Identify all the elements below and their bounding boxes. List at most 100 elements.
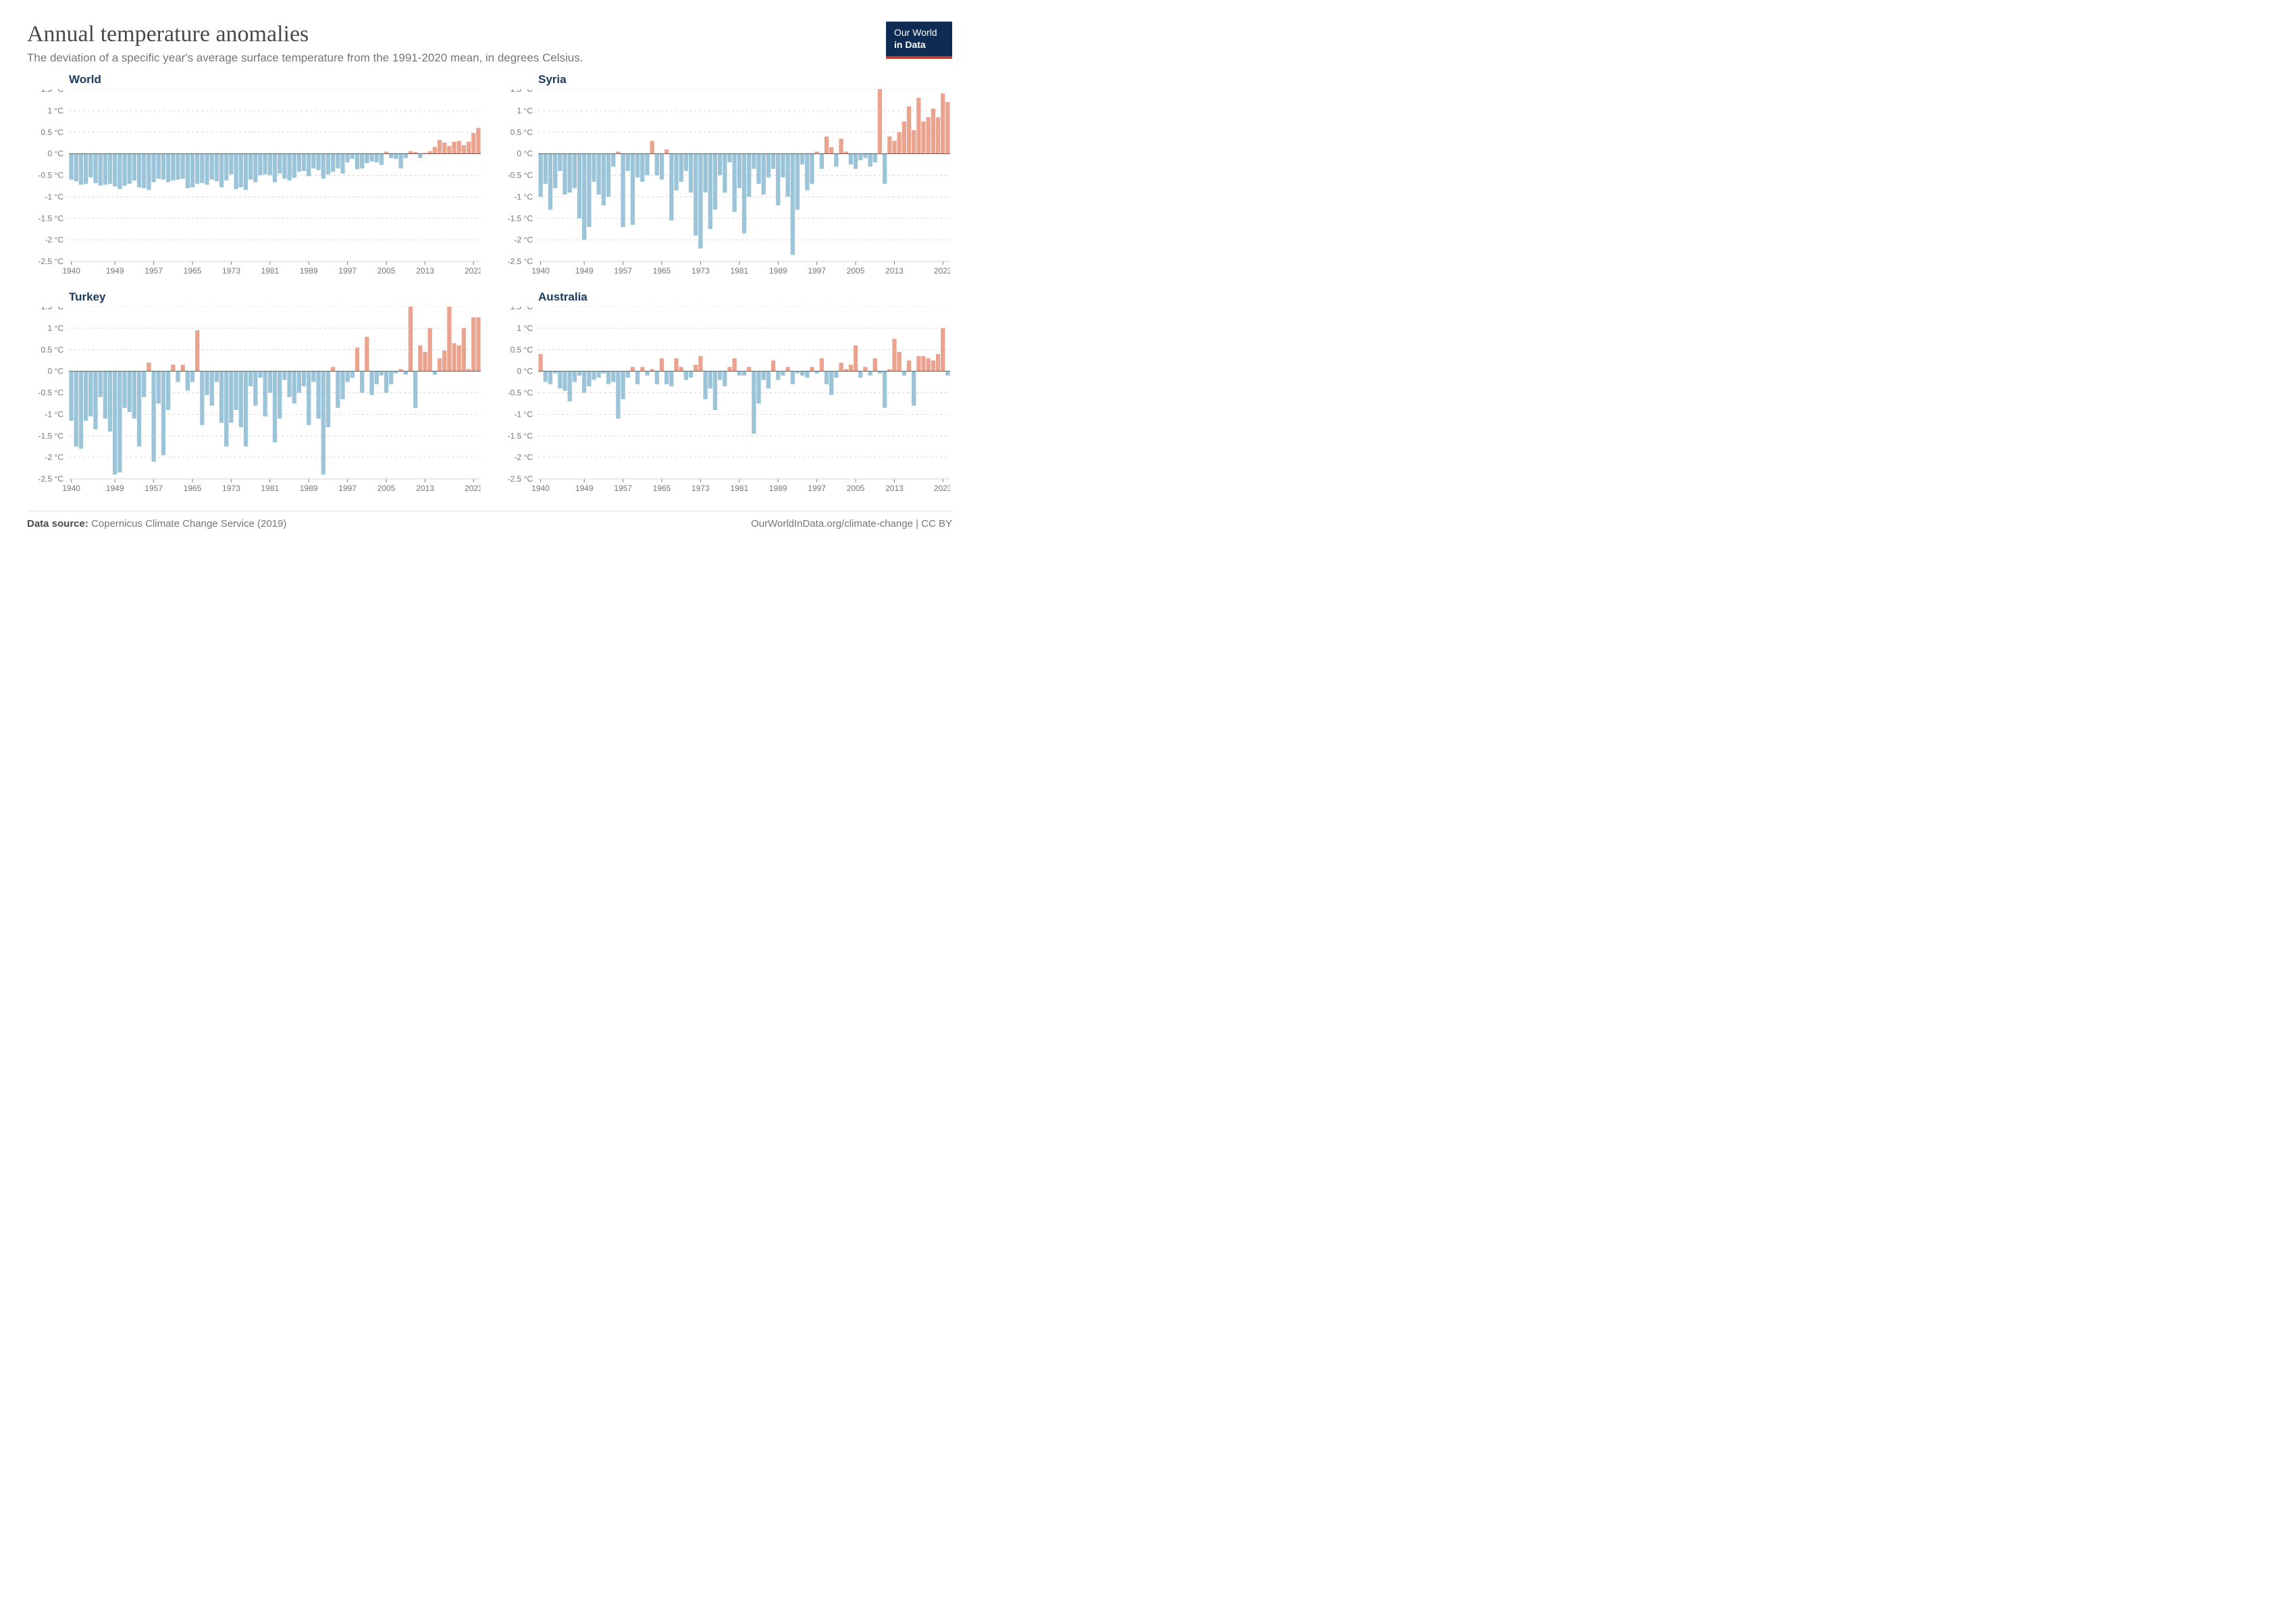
svg-text:1957: 1957	[614, 484, 632, 493]
svg-text:1965: 1965	[184, 266, 202, 276]
svg-text:1973: 1973	[692, 484, 710, 493]
svg-text:1981: 1981	[730, 484, 748, 493]
svg-text:0 °C: 0 °C	[517, 367, 533, 376]
svg-text:1957: 1957	[145, 266, 163, 276]
svg-text:2023: 2023	[934, 484, 950, 493]
svg-text:1 °C: 1 °C	[48, 106, 64, 115]
chart-panel: Syria 1.5 °C 1 °C 0.5 °C 0 °C -0.5 °C -1 °C -1.…	[496, 73, 952, 282]
svg-text:1989: 1989	[769, 484, 787, 493]
svg-text:-1 °C: -1 °C	[515, 192, 533, 201]
svg-text:1973: 1973	[222, 484, 240, 493]
panel-title: Australia	[538, 290, 952, 304]
panel-title: World	[69, 73, 483, 86]
svg-text:-0.5 °C: -0.5 °C	[508, 388, 533, 398]
svg-text:1957: 1957	[614, 266, 632, 276]
svg-text:0.5 °C: 0.5 °C	[41, 345, 64, 355]
svg-text:1949: 1949	[575, 484, 594, 493]
svg-text:2013: 2013	[416, 266, 434, 276]
svg-text:1 °C: 1 °C	[517, 324, 533, 333]
svg-text:1997: 1997	[808, 266, 826, 276]
svg-text:1981: 1981	[730, 266, 748, 276]
svg-text:1973: 1973	[692, 266, 710, 276]
svg-text:2005: 2005	[377, 484, 396, 493]
svg-text:1.5 °C: 1.5 °C	[511, 307, 533, 311]
svg-text:0.5 °C: 0.5 °C	[511, 345, 533, 355]
svg-text:1973: 1973	[222, 266, 240, 276]
svg-text:-1.5 °C: -1.5 °C	[38, 431, 64, 440]
svg-text:-2.5 °C: -2.5 °C	[508, 257, 533, 266]
chart-panel: World 1.5 °C 1 °C 0.5 °C 0 °C -0.5 °C -1 °C -1.…	[27, 73, 483, 282]
svg-text:1981: 1981	[261, 484, 279, 493]
svg-text:0 °C: 0 °C	[517, 149, 533, 159]
svg-text:1940: 1940	[62, 266, 80, 276]
svg-text:1940: 1940	[62, 484, 80, 493]
svg-text:1940: 1940	[531, 484, 550, 493]
svg-text:1.5 °C: 1.5 °C	[511, 89, 533, 94]
svg-text:-2 °C: -2 °C	[45, 235, 64, 245]
svg-text:-2.5 °C: -2.5 °C	[508, 474, 533, 484]
footer-source: Data source: Copernicus Climate Change S…	[27, 518, 286, 530]
svg-text:2023: 2023	[465, 484, 481, 493]
chart-panel: Turkey 1.5 °C 1 °C 0.5 °C 0 °C -0.5 °C -1 °C -1…	[27, 290, 483, 500]
svg-text:1940: 1940	[531, 266, 550, 276]
chart-subtitle: The deviation of a specific year's avera…	[27, 51, 952, 65]
svg-text:2005: 2005	[847, 484, 865, 493]
svg-text:2023: 2023	[465, 266, 481, 276]
svg-text:1965: 1965	[184, 484, 202, 493]
svg-text:-2 °C: -2 °C	[45, 453, 64, 462]
panel-title: Syria	[538, 73, 952, 86]
svg-text:-2 °C: -2 °C	[515, 453, 533, 462]
svg-text:2005: 2005	[377, 266, 396, 276]
svg-text:1989: 1989	[769, 266, 787, 276]
svg-text:-0.5 °C: -0.5 °C	[38, 388, 64, 398]
chart-svg: 1.5 °C 1 °C 0.5 °C 0 °C -0.5 °C -1 °C -1.5 °C -…	[496, 89, 950, 279]
svg-text:-1.5 °C: -1.5 °C	[508, 431, 533, 440]
svg-text:1997: 1997	[338, 266, 357, 276]
svg-text:1965: 1965	[653, 266, 671, 276]
svg-text:-0.5 °C: -0.5 °C	[508, 171, 533, 180]
svg-text:1 °C: 1 °C	[517, 106, 533, 115]
svg-text:-1 °C: -1 °C	[45, 409, 64, 419]
chart-panel: Australia 1.5 °C 1 °C 0.5 °C 0 °C -0.5 °C -1 °…	[496, 290, 952, 500]
svg-text:1981: 1981	[261, 266, 279, 276]
svg-text:1997: 1997	[338, 484, 357, 493]
logo-line-1: Our World	[894, 27, 944, 39]
chart-footer: Data source: Copernicus Climate Change S…	[27, 511, 952, 530]
owid-logo: Our World in Data	[886, 22, 952, 59]
footer-attribution: OurWorldInData.org/climate-change | CC B…	[751, 518, 952, 530]
svg-text:1989: 1989	[300, 484, 318, 493]
svg-text:-1.5 °C: -1.5 °C	[38, 213, 64, 223]
chart-svg: 1.5 °C 1 °C 0.5 °C 0 °C -0.5 °C -1 °C -1.5 °C -…	[496, 307, 950, 496]
svg-text:-2 °C: -2 °C	[515, 235, 533, 245]
panel-title: Turkey	[69, 290, 483, 304]
svg-text:2013: 2013	[885, 484, 904, 493]
svg-text:2013: 2013	[885, 266, 904, 276]
svg-text:0 °C: 0 °C	[48, 367, 64, 376]
svg-text:1.5 °C: 1.5 °C	[41, 307, 64, 311]
svg-text:-1.5 °C: -1.5 °C	[508, 213, 533, 223]
svg-text:1989: 1989	[300, 266, 318, 276]
svg-text:0 °C: 0 °C	[48, 149, 64, 159]
svg-text:1.5 °C: 1.5 °C	[41, 89, 64, 94]
svg-text:0.5 °C: 0.5 °C	[41, 128, 64, 137]
svg-text:1957: 1957	[145, 484, 163, 493]
svg-text:-0.5 °C: -0.5 °C	[38, 171, 64, 180]
chart-title: Annual temperature anomalies	[27, 22, 952, 47]
svg-text:2013: 2013	[416, 484, 434, 493]
chart-grid: World 1.5 °C 1 °C 0.5 °C 0 °C -0.5 °C -1 °C -1.…	[27, 73, 952, 500]
svg-text:2005: 2005	[847, 266, 865, 276]
svg-text:0.5 °C: 0.5 °C	[511, 128, 533, 137]
svg-text:1965: 1965	[653, 484, 671, 493]
svg-text:-1 °C: -1 °C	[45, 192, 64, 201]
chart-header: Annual temperature anomalies The deviati…	[27, 22, 952, 65]
svg-text:1949: 1949	[106, 484, 124, 493]
logo-line-2: in Data	[894, 39, 944, 51]
svg-text:1949: 1949	[106, 266, 124, 276]
svg-text:1949: 1949	[575, 266, 594, 276]
svg-text:1997: 1997	[808, 484, 826, 493]
svg-text:-2.5 °C: -2.5 °C	[38, 474, 64, 484]
svg-text:-1 °C: -1 °C	[515, 409, 533, 419]
svg-text:-2.5 °C: -2.5 °C	[38, 257, 64, 266]
chart-svg: 1.5 °C 1 °C 0.5 °C 0 °C -0.5 °C -1 °C -1.5 °C -…	[27, 307, 481, 496]
svg-text:1 °C: 1 °C	[48, 324, 64, 333]
